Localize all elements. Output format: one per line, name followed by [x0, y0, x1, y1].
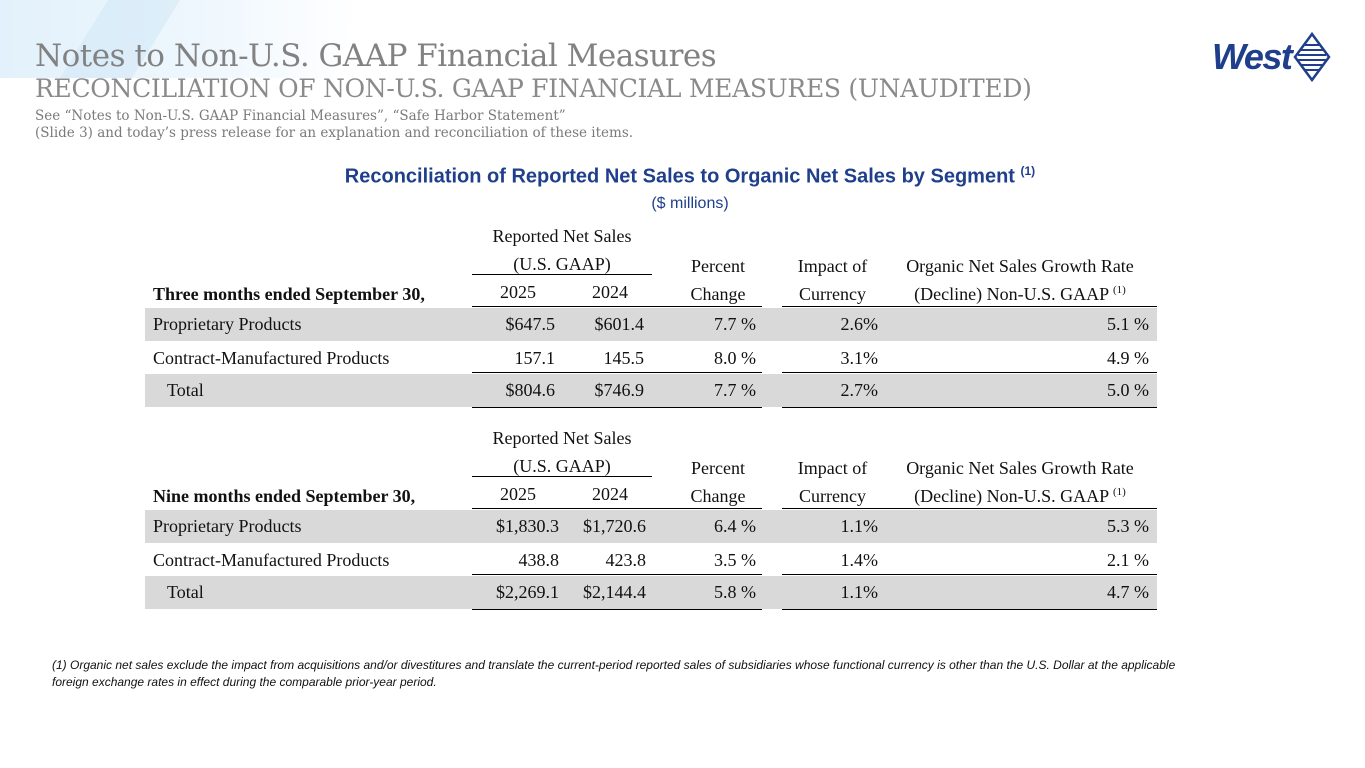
- row-value-2025: $1,830.3: [496, 516, 559, 536]
- organic-header-footnote-ref: (1): [1112, 284, 1126, 296]
- row-currency-impact: 3.1%: [840, 348, 879, 368]
- subtotal-rule-reported: [472, 574, 762, 575]
- table-row: Contract-Manufactured Products 157.1 145…: [145, 342, 1157, 375]
- row-value-2025: $804.6: [505, 380, 556, 400]
- row-value-2024: $601.4: [594, 314, 645, 334]
- header-note-line2: (Slide 3) and today’s press release for …: [35, 125, 634, 141]
- logo-text: West: [1212, 36, 1293, 77]
- total-rule-reported: [472, 407, 762, 408]
- section-title-text: Reconciliation of Reported Net Sales to …: [344, 165, 1015, 188]
- header-note-line1: See “Notes to Non-U.S. GAAP Financial Me…: [35, 108, 566, 124]
- row-percent-change: 8.0 %: [714, 348, 756, 368]
- row-currency-impact: 2.6%: [840, 314, 879, 334]
- row-percent-change: 6.4 %: [714, 516, 756, 536]
- row-label: Contract-Manufactured Products: [153, 348, 390, 368]
- header-bottom-rule-reported: [472, 306, 762, 307]
- currency-header-line1: Impact of: [797, 458, 868, 478]
- row-value-2024: $2,144.4: [583, 582, 646, 602]
- row-label: Total: [167, 380, 204, 400]
- row-value-2024: $1,720.6: [583, 516, 646, 536]
- row-percent-change: 7.7 %: [714, 314, 756, 334]
- table-row: Proprietary Products $647.5 $601.4 7.7 %…: [145, 308, 1157, 341]
- reported-header-line1: Reported Net Sales: [492, 226, 632, 246]
- table-row-total: Total $2,269.1 $2,144.4 5.8 % 1.1% 4.7 %: [145, 576, 1157, 609]
- three-months-heading: Three months ended September 30,: [153, 284, 425, 304]
- subtotal-rule-right: [782, 574, 1157, 575]
- year-2025-label: 2025: [500, 484, 536, 504]
- nine-months-heading: Nine months ended September 30,: [153, 486, 416, 506]
- percent-header-line2: Change: [690, 284, 746, 304]
- subtotal-rule-reported: [472, 372, 762, 373]
- units-label: ($ millions): [651, 195, 729, 212]
- percent-header-line2: Change: [690, 486, 746, 506]
- west-logo: West: [1212, 32, 1331, 82]
- organic-header-line2-text: (Decline) Non-U.S. GAAP: [914, 284, 1109, 304]
- row-value-2025: 157.1: [514, 348, 556, 368]
- header-bottom-rule-right: [782, 508, 1157, 509]
- page-subtitle: RECONCILIATION OF NON-U.S. GAAP FINANCIA…: [35, 74, 1032, 103]
- header-bottom-rule-reported: [472, 508, 762, 509]
- total-rule-right: [782, 609, 1157, 610]
- row-currency-impact: 1.1%: [840, 516, 879, 536]
- organic-header-line2-text: (Decline) Non-U.S. GAAP: [914, 486, 1109, 506]
- row-organic-growth: 4.9 %: [1107, 348, 1149, 368]
- footnote-line1: (1) Organic net sales exclude the impact…: [52, 658, 1176, 672]
- currency-header-line1: Impact of: [797, 256, 868, 276]
- currency-header-line2: Currency: [799, 486, 866, 506]
- table-row-total: Total $804.6 $746.9 7.7 % 2.7% 5.0 %: [145, 374, 1157, 407]
- three-months-table: Reported Net Sales (U.S. GAAP) Percent C…: [145, 222, 1157, 412]
- table-row: Proprietary Products $1,830.3 $1,720.6 6…: [145, 510, 1157, 543]
- row-percent-change: 3.5 %: [714, 550, 756, 570]
- total-rule-reported: [472, 609, 762, 610]
- row-label: Proprietary Products: [153, 314, 302, 334]
- row-label: Total: [167, 582, 204, 602]
- row-organic-growth: 5.3 %: [1107, 516, 1149, 536]
- reported-header-line2: (U.S. GAAP): [513, 254, 611, 274]
- organic-header-footnote-ref: (1): [1112, 486, 1126, 498]
- footnote: (1) Organic net sales exclude the impact…: [52, 657, 1312, 691]
- organic-header-line2: (Decline) Non-U.S. GAAP (1): [885, 280, 1155, 308]
- total-rule-right: [782, 407, 1157, 408]
- organic-header-line1: Organic Net Sales Growth Rate: [906, 256, 1134, 276]
- row-organic-growth: 5.0 %: [1107, 380, 1149, 400]
- row-organic-growth: 5.1 %: [1107, 314, 1149, 334]
- year-2024-label: 2024: [592, 282, 628, 302]
- row-currency-impact: 1.4%: [840, 550, 879, 570]
- row-currency-impact: 2.7%: [840, 380, 879, 400]
- reported-header-underline: [472, 274, 652, 275]
- section-title: Reconciliation of Reported Net Sales to …: [0, 164, 1365, 189]
- percent-header-line1: Percent: [691, 458, 745, 478]
- header-bottom-rule-right: [782, 306, 1157, 307]
- row-value-2025: 438.8: [518, 550, 560, 570]
- year-2024-label: 2024: [592, 484, 628, 504]
- table-row: Contract-Manufactured Products 438.8 423…: [145, 544, 1157, 577]
- section-title-footnote-ref: (1): [1020, 164, 1036, 178]
- reported-header-underline: [472, 476, 652, 477]
- reported-header-line1: Reported Net Sales: [492, 428, 632, 448]
- percent-header-line1: Percent: [691, 256, 745, 276]
- row-value-2025: $2,269.1: [496, 582, 559, 602]
- row-currency-impact: 1.1%: [840, 582, 879, 602]
- organic-header-line1: Organic Net Sales Growth Rate: [906, 458, 1134, 478]
- row-label: Contract-Manufactured Products: [153, 550, 390, 570]
- row-organic-growth: 4.7 %: [1107, 582, 1149, 602]
- diamond-logo-icon: [1293, 32, 1331, 82]
- row-percent-change: 7.7 %: [714, 380, 756, 400]
- page-title: Notes to Non-U.S. GAAP Financial Measure…: [35, 38, 717, 74]
- row-value-2024: 423.8: [605, 550, 647, 570]
- footnote-line2: foreign exchange rates in effect during …: [52, 675, 437, 689]
- year-2025-label: 2025: [500, 282, 536, 302]
- row-organic-growth: 2.1 %: [1107, 550, 1149, 570]
- currency-header-line2: Currency: [799, 284, 866, 304]
- corner-decoration: [0, 0, 360, 78]
- row-value-2024: $746.9: [594, 380, 645, 400]
- organic-header-line2: (Decline) Non-U.S. GAAP (1): [885, 482, 1155, 510]
- row-value-2025: $647.5: [505, 314, 556, 334]
- row-value-2024: 145.5: [603, 348, 645, 368]
- nine-months-table: Reported Net Sales (U.S. GAAP) Percent C…: [145, 424, 1157, 614]
- row-label: Proprietary Products: [153, 516, 302, 536]
- row-percent-change: 5.8 %: [714, 582, 756, 602]
- reported-header-line2: (U.S. GAAP): [513, 456, 611, 476]
- subtotal-rule-right: [782, 372, 1157, 373]
